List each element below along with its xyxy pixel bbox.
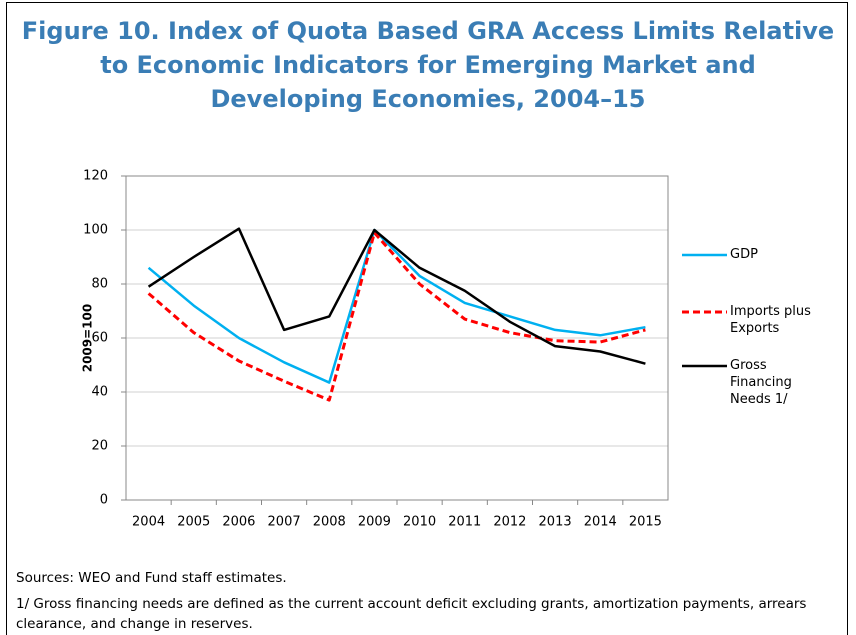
x-tick-label: 2005 [177, 515, 210, 530]
x-tick-label: 2013 [539, 515, 572, 530]
x-tick-label: 2011 [448, 515, 481, 530]
y-tick-label: 60 [91, 331, 108, 346]
y-tick-label: 100 [83, 223, 108, 238]
y-axis-label: 2009=100 [81, 304, 95, 373]
series-line [147, 228, 646, 384]
y-tick-label: 80 [91, 277, 108, 292]
series-line [147, 227, 646, 365]
y-tick-label: 40 [91, 385, 108, 400]
x-tick-label: 2012 [493, 515, 526, 530]
legend-label: Gross Financing Needs 1/ [730, 358, 792, 407]
x-tick-label: 2014 [584, 515, 617, 530]
x-tick-label: 2006 [222, 515, 255, 530]
x-tick-label: 2008 [313, 515, 346, 530]
x-tick-label: 2010 [403, 515, 436, 530]
y-tick-label: 20 [91, 439, 108, 454]
y-tick-label: 0 [100, 493, 108, 508]
x-tick-label: 2004 [132, 515, 165, 530]
chart-title: Figure 10. Index of Quota Based GRA Acce… [21, 17, 835, 113]
x-tick-label: 2007 [268, 515, 301, 530]
legend-label: GDP [730, 247, 758, 262]
y-tick-label: 120 [83, 169, 108, 184]
frame [6, 2, 848, 635]
x-tick-label: 2009 [358, 515, 391, 530]
footnote: 1/ Gross financing needs are defined as … [16, 596, 807, 632]
x-tick-label: 2015 [629, 515, 662, 530]
legend-label: Imports plus Exports [730, 304, 811, 336]
source-note: Sources: WEO and Fund staff estimates. [16, 570, 287, 586]
series-line [147, 231, 646, 402]
